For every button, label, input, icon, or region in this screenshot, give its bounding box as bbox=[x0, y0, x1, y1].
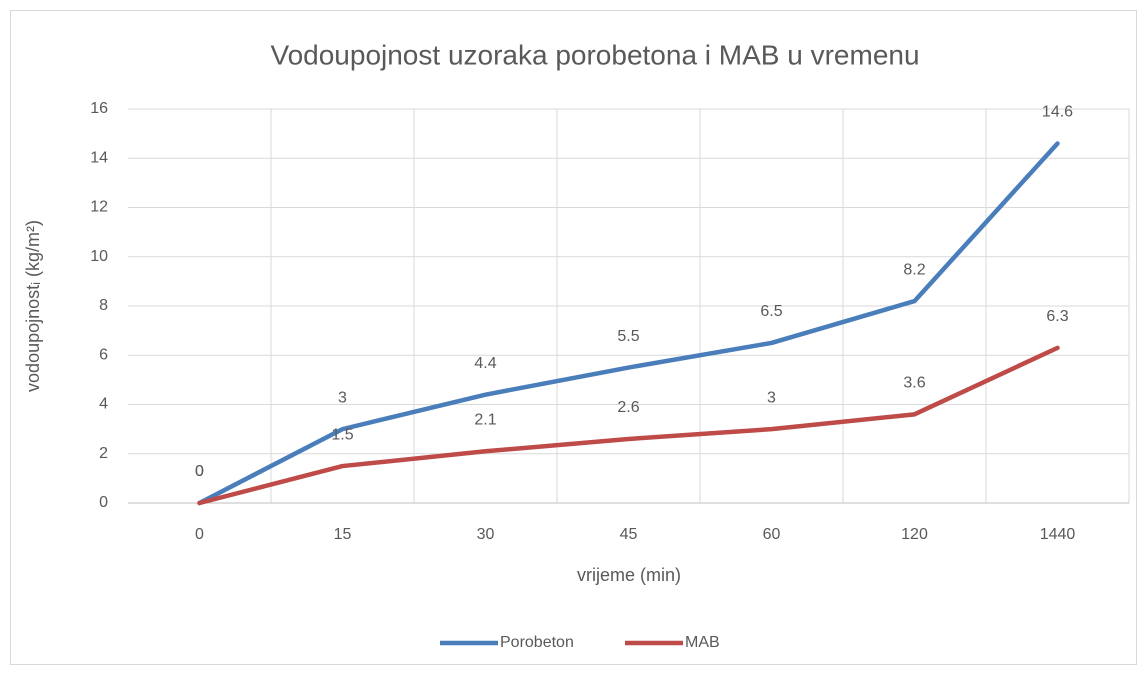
data-label: 14.6 bbox=[1042, 104, 1073, 121]
x-tick-label: 30 bbox=[477, 526, 495, 543]
y-tick-label: 12 bbox=[90, 199, 108, 216]
x-axis-label: vrijeme (min) bbox=[577, 565, 681, 585]
legend-label: MAB bbox=[685, 634, 720, 651]
y-tick-label: 0 bbox=[99, 494, 108, 511]
chart-border bbox=[10, 10, 1137, 665]
x-tick-label: 1440 bbox=[1040, 526, 1076, 543]
x-tick-label: 45 bbox=[620, 526, 638, 543]
data-label: 8.2 bbox=[903, 261, 925, 278]
y-tick-label: 14 bbox=[90, 149, 108, 166]
series-line bbox=[197, 141, 1060, 506]
data-label: 1.5 bbox=[331, 426, 353, 443]
chart-title: Vodoupojnost uzoraka porobetona i MAB u … bbox=[270, 39, 919, 70]
y-tick-label: 6 bbox=[99, 346, 108, 363]
data-label: 0 bbox=[195, 463, 204, 480]
series-line bbox=[197, 345, 1060, 506]
data-label: 2.6 bbox=[617, 399, 639, 416]
y-tick-label: 16 bbox=[90, 100, 108, 117]
data-label: 4.4 bbox=[474, 355, 496, 372]
x-tick-label: 15 bbox=[334, 526, 352, 543]
y-axis-label: vodoupojnostᵢ (kg/m²) bbox=[23, 220, 43, 392]
legend-label: Porobeton bbox=[500, 634, 574, 651]
data-label: 5.5 bbox=[617, 328, 639, 345]
data-label: 6.3 bbox=[1046, 308, 1068, 325]
data-label: 3.6 bbox=[903, 375, 925, 392]
data-label: 3 bbox=[338, 389, 347, 406]
x-tick-label: 60 bbox=[763, 526, 781, 543]
data-label: 2.1 bbox=[474, 412, 496, 429]
y-tick-label: 2 bbox=[99, 445, 108, 462]
y-tick-label: 8 bbox=[99, 297, 108, 314]
y-tick-label: 10 bbox=[90, 248, 108, 265]
data-label: 3 bbox=[767, 389, 776, 406]
data-label: 0 bbox=[195, 463, 204, 480]
y-tick-label: 4 bbox=[99, 396, 108, 413]
x-tick-label: 0 bbox=[195, 526, 204, 543]
x-tick-label: 120 bbox=[901, 526, 928, 543]
data-label: 6.5 bbox=[760, 303, 782, 320]
